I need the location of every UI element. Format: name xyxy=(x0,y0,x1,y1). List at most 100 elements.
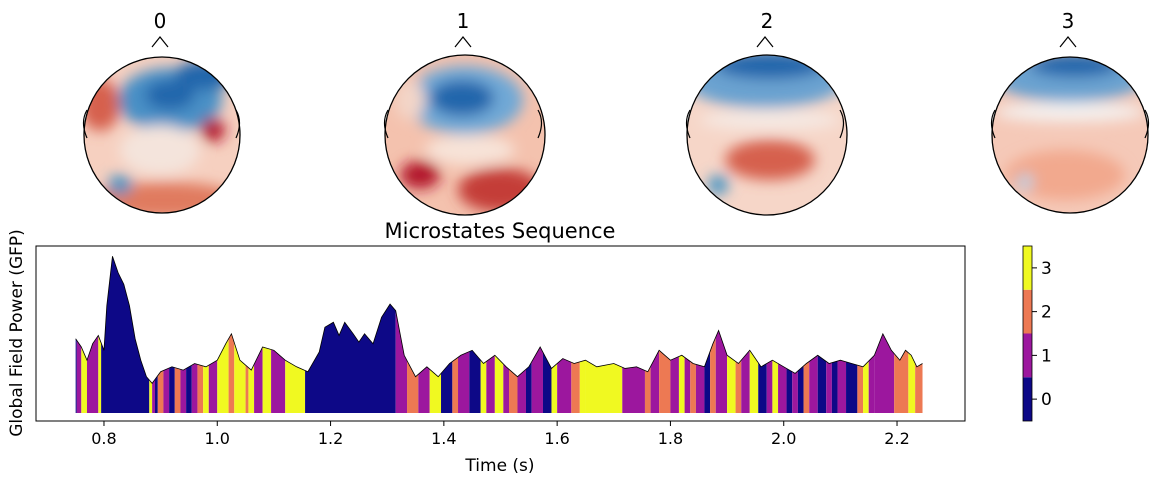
microstate-segment-29 xyxy=(395,310,408,413)
colorbar-label-2: 2 xyxy=(1041,303,1052,323)
microstate-segment-42 xyxy=(517,369,526,413)
microstate-segment-75 xyxy=(809,355,818,413)
microstate-segment-0 xyxy=(75,338,77,413)
microstate-segment-68 xyxy=(766,360,773,413)
microstate-segment-33 xyxy=(441,361,453,413)
colorbar-swatch-0 xyxy=(1023,377,1032,421)
microstate-segment-4 xyxy=(98,335,102,413)
microstate-segment-82 xyxy=(863,361,869,413)
x-tick-label-3: 1.4 xyxy=(431,429,456,448)
microstate-segment-79 xyxy=(837,360,847,413)
microstate-segment-7 xyxy=(152,379,155,413)
microstate-segment-26 xyxy=(271,349,286,413)
microstate-segment-20 xyxy=(228,333,235,413)
microstate-segment-9 xyxy=(157,370,164,413)
x-axis-label: Time (s) xyxy=(464,456,534,476)
x-tick-label-7: 2.2 xyxy=(884,429,909,448)
microstate-segment-10 xyxy=(163,368,170,413)
microstate-segment-77 xyxy=(826,361,832,413)
microstate-segment-87 xyxy=(915,363,923,413)
plot-frame xyxy=(35,245,966,422)
microstate-segment-13 xyxy=(180,368,187,413)
microstate-segment-23 xyxy=(248,364,255,413)
microstate-segment-44 xyxy=(531,347,543,413)
microstate-segment-27 xyxy=(285,360,306,413)
microstate-segment-58 xyxy=(690,361,696,413)
microstate-segment-12 xyxy=(174,367,181,413)
microstate-segment-67 xyxy=(758,362,767,413)
x-tick-label-5: 1.8 xyxy=(658,429,683,448)
microstate-segment-61 xyxy=(710,337,716,413)
microstate-segment-50 xyxy=(585,360,623,413)
microstate-segment-48 xyxy=(571,361,580,413)
microstate-segment-24 xyxy=(254,347,263,413)
microstate-segment-56 xyxy=(678,355,685,413)
microstate-segment-35 xyxy=(458,351,470,413)
x-tick-label-1: 1.0 xyxy=(205,429,230,448)
colorbar-swatch-3 xyxy=(1023,246,1032,290)
microstate-segment-18 xyxy=(208,360,218,413)
microstate-segment-47 xyxy=(557,358,572,413)
microstate-segment-6 xyxy=(149,380,153,413)
microstate-segment-36 xyxy=(469,350,481,413)
colorbar: 0 1 2 3 xyxy=(1022,245,1052,422)
x-axis-ticks: 0.8 1.0 1.2 1.4 1.6 1.8 2.0 2.2 xyxy=(91,421,910,448)
microstate-segment-55 xyxy=(670,356,679,413)
microstate-segment-2 xyxy=(81,347,87,413)
microstate-segment-39 xyxy=(494,355,504,413)
topomap-0: 0 xyxy=(82,9,241,214)
microstate-segment-83 xyxy=(868,355,875,413)
colorbar-frame xyxy=(1022,245,1033,422)
microstate-segment-51 xyxy=(622,366,645,413)
microstate-segment-73 xyxy=(797,365,804,413)
topomap-2-label: 2 xyxy=(761,9,774,33)
microstate-segment-11 xyxy=(169,366,175,413)
microstate-segment-46 xyxy=(551,363,558,413)
microstate-segment-41 xyxy=(509,369,518,413)
topomap-3: 3 xyxy=(990,9,1150,214)
microstate-segment-62 xyxy=(715,330,728,413)
x-tick-label-6: 2.0 xyxy=(771,429,796,448)
microstate-segment-54 xyxy=(659,350,671,413)
microstate-segment-31 xyxy=(418,366,430,413)
microstate-segment-25 xyxy=(262,347,272,413)
microstate-segment-71 xyxy=(786,368,793,413)
microstate-segment-57 xyxy=(684,357,691,413)
microstate-segment-19 xyxy=(217,338,229,413)
topomap-1-label: 1 xyxy=(457,9,470,33)
microstate-segment-17 xyxy=(203,365,209,413)
microstate-segment-81 xyxy=(857,365,864,413)
microstate-segment-80 xyxy=(846,361,858,413)
microstate-segment-15 xyxy=(191,363,198,413)
microstate-segment-1 xyxy=(76,340,82,413)
microstate-segment-74 xyxy=(803,361,810,413)
microstate-segment-22 xyxy=(245,365,249,413)
colorbar-swatch-1 xyxy=(1023,333,1032,378)
gfp-curve xyxy=(75,256,923,384)
microstate-segment-28 xyxy=(305,304,396,413)
microstate-segment-70 xyxy=(778,363,787,413)
microstate-segment-63 xyxy=(727,355,736,413)
microstate-segment-45 xyxy=(542,352,552,413)
microstate-segment-85 xyxy=(894,350,909,413)
microstate-segment-64 xyxy=(735,360,742,413)
colorbar-swatch-2 xyxy=(1023,289,1032,334)
microstate-segment-65 xyxy=(741,350,750,413)
topomap-0-label: 0 xyxy=(154,9,167,33)
topomap-1: 1 xyxy=(383,9,546,216)
y-axis-label: Global Field Power (GFP) xyxy=(7,229,27,437)
microstate-segment-76 xyxy=(817,355,827,413)
x-tick-label-0: 0.8 xyxy=(91,429,116,448)
topomap-2: 2 xyxy=(685,9,848,216)
microstate-segment-59 xyxy=(695,364,705,413)
microstate-segment-32 xyxy=(429,369,442,413)
microstate-segment-53 xyxy=(650,350,660,413)
microstate-segment-37 xyxy=(480,360,487,413)
microstate-segment-5 xyxy=(101,256,150,413)
microstate-segment-84 xyxy=(874,333,895,413)
microstate-segment-38 xyxy=(486,355,495,413)
chart-title: Microstates Sequence xyxy=(385,219,616,243)
colorbar-label-0: 0 xyxy=(1041,390,1052,410)
microstate-segment-72 xyxy=(792,370,798,413)
